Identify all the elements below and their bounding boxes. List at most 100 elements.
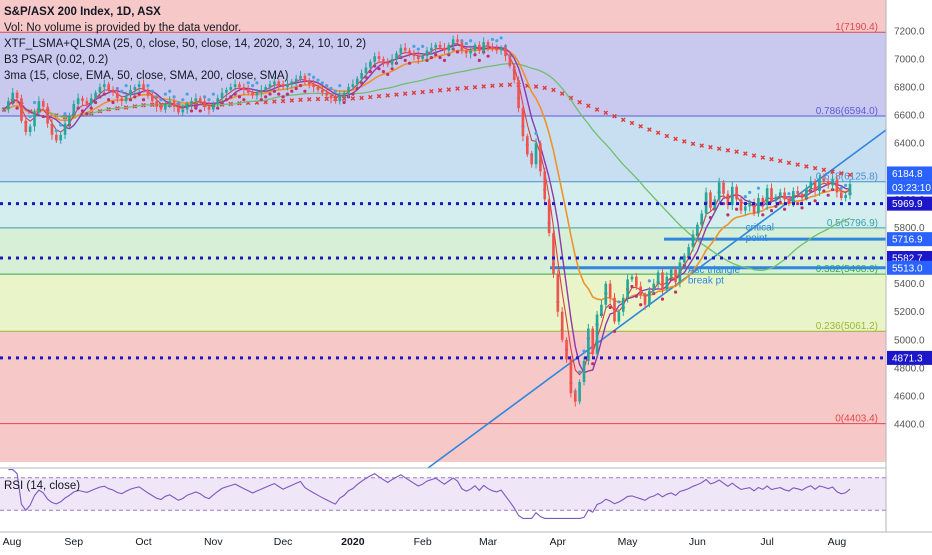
candle-body — [194, 98, 198, 102]
psar-dot — [216, 106, 220, 110]
candle-body — [464, 50, 468, 54]
candle-body — [582, 360, 586, 382]
sma200-mark — [472, 84, 478, 90]
annotation-text: break pt — [688, 276, 724, 287]
sma50-line — [3, 62, 851, 271]
candle-body — [386, 61, 390, 65]
psar-dot — [407, 61, 412, 65]
psar-dot — [163, 92, 167, 96]
candle-body — [133, 87, 137, 90]
candle-body — [290, 81, 294, 85]
psar-dot — [141, 98, 146, 102]
candle-body — [682, 255, 686, 263]
candle-body — [826, 181, 830, 186]
psar-dot — [368, 70, 372, 74]
psar-dot — [630, 284, 634, 289]
sma200-mark — [577, 99, 582, 105]
psar-dot — [826, 193, 830, 197]
time-axis: Aug Sep Oct Nov Dec 2020 Feb Mar Apr May Jun Jul Aug — [0, 531, 932, 550]
candle-body — [778, 192, 782, 197]
sma200-mark — [306, 97, 312, 102]
candle-body — [81, 98, 84, 102]
candle-body — [264, 87, 267, 90]
psar-dot — [85, 112, 89, 116]
candle-body — [525, 136, 529, 155]
candle-body — [813, 181, 817, 191]
candle-body — [220, 92, 224, 99]
candle-body — [543, 171, 547, 200]
psar-dot — [735, 207, 739, 211]
psar-dot — [743, 194, 747, 199]
psar-dot — [373, 64, 377, 68]
candle-body — [669, 269, 673, 277]
time-tick-label: Nov — [204, 536, 223, 548]
psar-dot — [32, 100, 37, 105]
sma200-mark — [350, 96, 356, 101]
psar-dot — [211, 92, 215, 96]
candle-body — [412, 53, 416, 57]
psar-dot — [477, 58, 481, 62]
psar-dot — [403, 58, 407, 62]
sma200-mark — [446, 87, 452, 92]
psar-dot — [495, 39, 499, 43]
price-tick-label: 6400.0 — [894, 139, 925, 150]
sma200-mark — [490, 83, 495, 89]
sma200-mark — [507, 82, 513, 87]
sma200-mark — [411, 90, 417, 96]
candle-body — [539, 143, 542, 172]
candle-body — [678, 262, 682, 283]
candle-body — [774, 196, 778, 201]
candle-body — [212, 103, 215, 110]
sma200-mark — [760, 155, 766, 160]
sma200-mark — [498, 82, 504, 88]
psar-dot — [63, 112, 67, 116]
candle-body — [744, 206, 747, 211]
psar-dot — [434, 53, 438, 57]
candle-body — [822, 178, 826, 182]
psar-dot — [748, 190, 752, 194]
sma200-mark — [769, 156, 774, 162]
psar-dot — [189, 109, 194, 113]
psar-dot — [499, 36, 503, 40]
candle-body — [251, 92, 254, 96]
candle-body — [587, 328, 590, 361]
candle-body — [268, 84, 272, 88]
psar-dot — [107, 98, 111, 102]
candle-body — [63, 123, 67, 135]
sma200-mark — [402, 91, 408, 96]
fib-label: 0.618(6125.8) — [816, 172, 878, 183]
candle-body — [98, 87, 102, 93]
candle-body — [255, 92, 259, 96]
candle-body — [15, 92, 19, 99]
candle-body — [364, 67, 368, 74]
sma200-mark — [594, 107, 600, 112]
fib-label: 0.786(6594.0) — [816, 106, 878, 117]
fib-label: 1(7190.4) — [835, 22, 878, 33]
candle-body — [730, 186, 734, 206]
psar-dot — [591, 362, 595, 366]
candle-body — [770, 188, 773, 201]
psar-dot — [338, 84, 342, 88]
candle-body — [59, 134, 62, 141]
price-badge — [887, 232, 932, 247]
candle-body — [521, 108, 525, 137]
candle-body — [207, 106, 211, 110]
candle-body — [783, 192, 786, 200]
candle-body — [486, 42, 490, 47]
psar-dot — [464, 41, 468, 46]
candle-body — [312, 84, 315, 88]
psar-dot — [307, 72, 311, 77]
candle-body — [246, 89, 250, 93]
legend-line-lsma: XTF_LSMA+QLSMA (25, 0, close, 50, close,… — [4, 38, 367, 50]
price-tick-label: 7000.0 — [894, 54, 925, 65]
candle-body — [50, 123, 54, 135]
candle-body — [369, 61, 372, 68]
psar-dot — [412, 44, 416, 48]
fib-zone — [0, 423, 886, 462]
badge-label: 5716.9 — [892, 235, 923, 246]
psar-dot — [224, 98, 229, 102]
psar-dot — [294, 86, 298, 91]
sma200-mark — [603, 110, 609, 116]
candle-body — [717, 182, 721, 200]
level-badge-label: 5969.9 — [892, 199, 923, 210]
